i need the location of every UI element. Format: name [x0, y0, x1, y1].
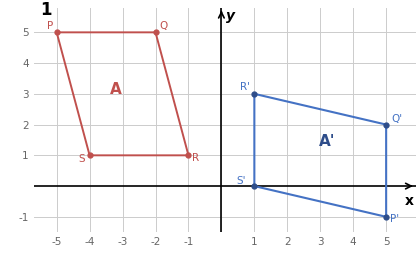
Text: P: P — [47, 21, 53, 31]
Text: S: S — [78, 154, 85, 164]
Text: S': S' — [236, 176, 246, 186]
Text: R: R — [192, 154, 199, 164]
Text: P': P' — [390, 214, 399, 224]
Text: Q: Q — [160, 21, 168, 31]
Text: R': R' — [239, 82, 249, 92]
Text: y: y — [226, 9, 235, 23]
Text: 1: 1 — [40, 2, 52, 19]
Text: A: A — [110, 82, 122, 97]
Text: x: x — [405, 194, 414, 208]
Text: A': A' — [319, 134, 335, 149]
Text: Q': Q' — [391, 114, 402, 124]
